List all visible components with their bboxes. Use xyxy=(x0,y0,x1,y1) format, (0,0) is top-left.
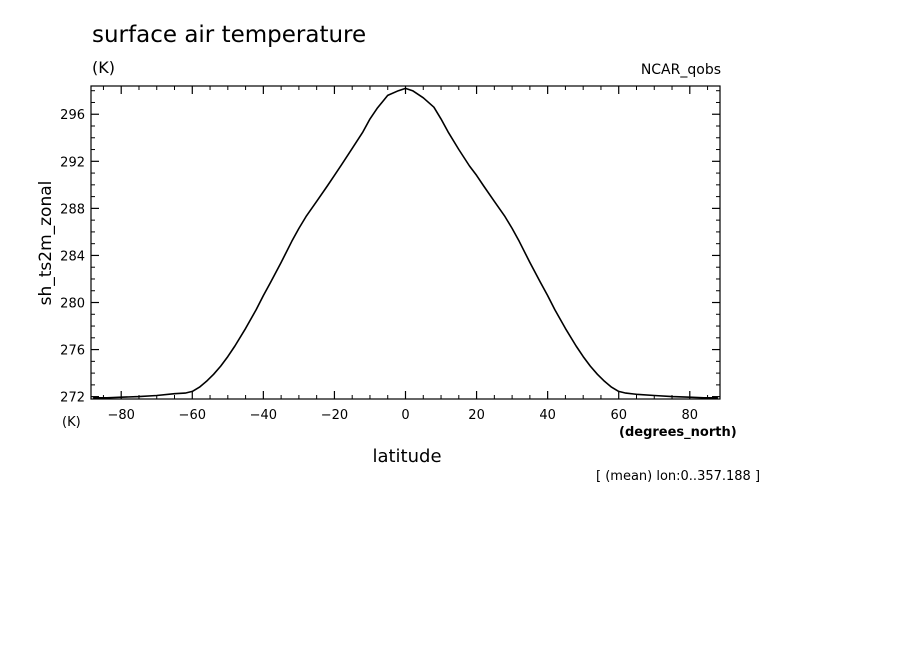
series-line xyxy=(93,87,718,399)
y-tick-label: 284 xyxy=(60,249,85,264)
x-tick-label: 40 xyxy=(539,408,556,423)
x-tick-label: −80 xyxy=(107,408,134,423)
x-axis-label: latitude xyxy=(372,446,442,467)
y-axis-units: (K) xyxy=(62,415,81,430)
x-axis-units: (degrees_north) xyxy=(619,425,737,440)
y-tick-label: 292 xyxy=(60,155,85,170)
x-tick-label: 0 xyxy=(401,408,409,423)
y-tick-label: 272 xyxy=(60,391,85,406)
title-units: (K) xyxy=(92,58,115,77)
x-tick-label: −60 xyxy=(179,408,206,423)
y-tick-label: 280 xyxy=(60,297,85,312)
x-tick-label: −40 xyxy=(250,408,277,423)
y-tick-label: 296 xyxy=(60,108,85,123)
subset-note: [ (mean) lon:0..357.188 ] xyxy=(596,469,761,484)
x-tick-label: −20 xyxy=(321,408,348,423)
plot-frame xyxy=(90,85,721,400)
y-tick-label: 276 xyxy=(60,344,85,359)
x-tick-label: 20 xyxy=(468,408,485,423)
x-tick-label: 60 xyxy=(610,408,627,423)
y-tick-label: 288 xyxy=(60,202,85,217)
x-tick-label: 80 xyxy=(682,408,699,423)
dataset-label: NCAR_qobs xyxy=(640,62,721,78)
chart-title: surface air temperature xyxy=(92,22,367,48)
